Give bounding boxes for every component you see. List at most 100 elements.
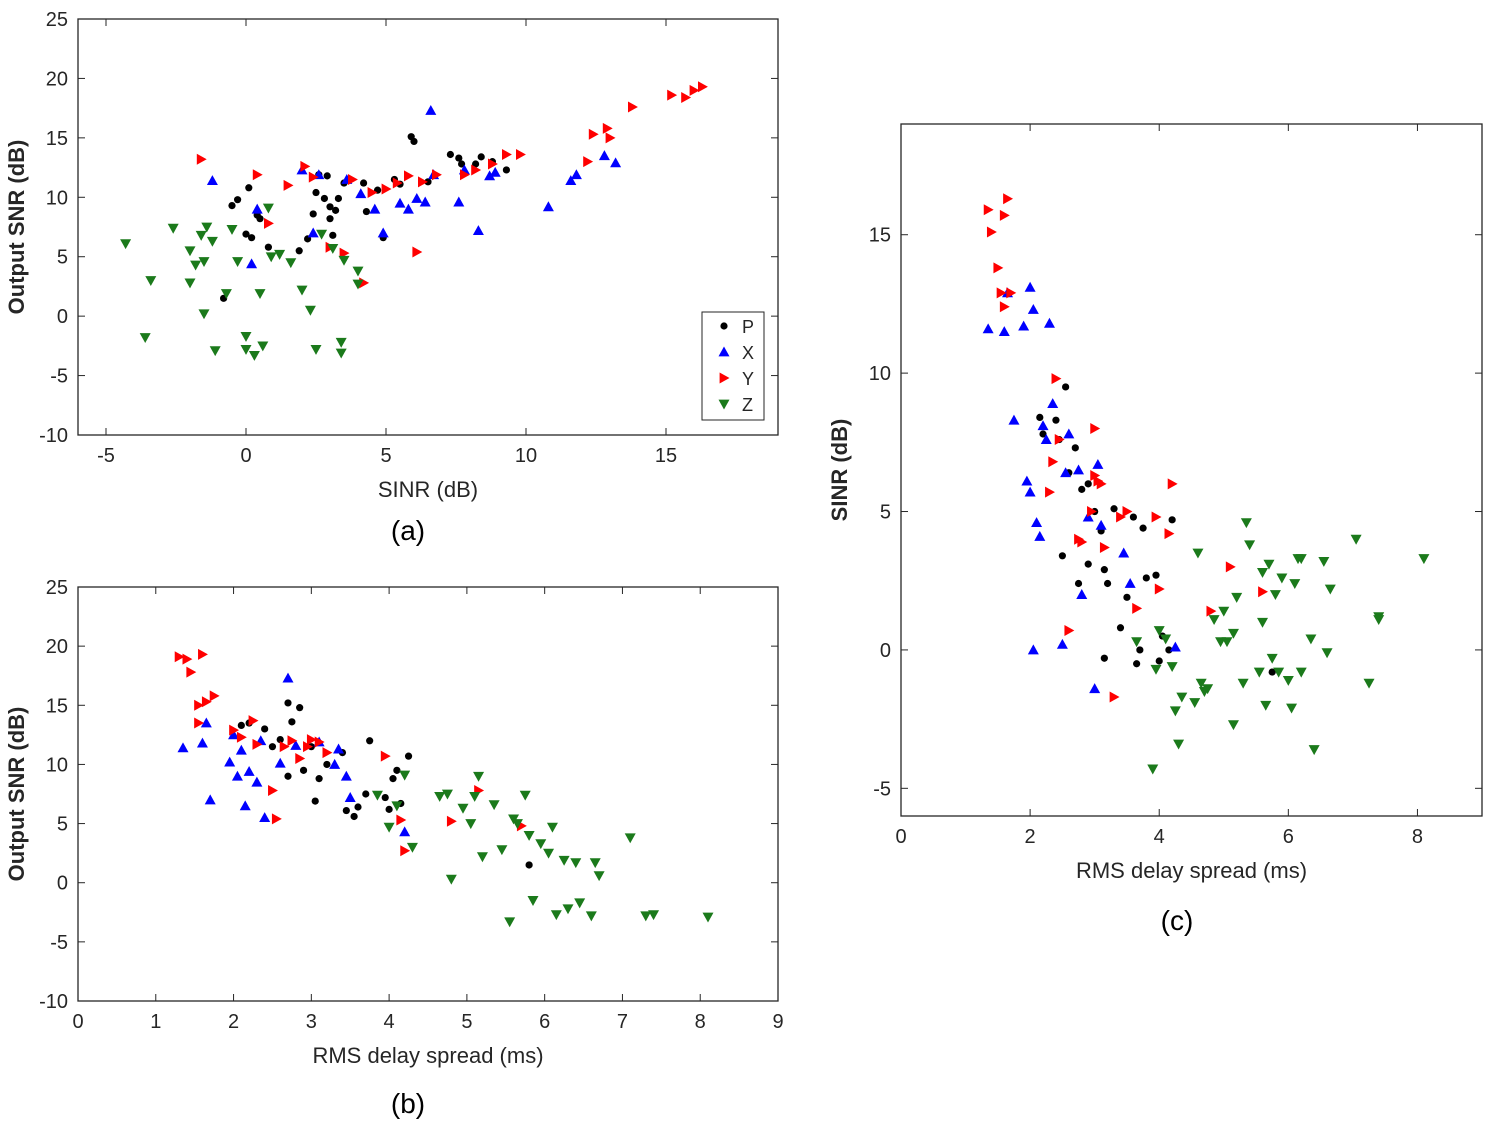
- data-point-x: [344, 792, 356, 802]
- data-point-x: [235, 744, 247, 755]
- data-point-p: [1268, 668, 1276, 676]
- data-point-p: [1103, 579, 1112, 588]
- data-point-z: [184, 246, 196, 257]
- data-point-y: [308, 171, 319, 183]
- data-point-y: [1096, 478, 1107, 490]
- data-point-y: [381, 183, 392, 195]
- data-point-y: [698, 81, 708, 93]
- x-tick-label: -5: [97, 445, 115, 467]
- data-point-y: [460, 169, 470, 181]
- data-point-p: [502, 166, 510, 174]
- legend-marker-x: [718, 346, 730, 357]
- data-point-z: [1202, 684, 1214, 695]
- data-point-x: [1169, 641, 1181, 652]
- data-point-p: [268, 743, 277, 751]
- data-point-z: [504, 917, 516, 928]
- legend-label-y: Y: [742, 369, 754, 389]
- x-tick-label: 7: [617, 1011, 628, 1033]
- y-tick-label: 10: [869, 363, 891, 385]
- data-point-z: [434, 791, 446, 802]
- data-point-y: [681, 91, 692, 103]
- y-tick-label: 20: [46, 68, 68, 90]
- data-point-y: [229, 724, 240, 736]
- data-point-y: [446, 815, 457, 827]
- data-point-z: [226, 224, 238, 235]
- data-point-z: [120, 239, 132, 250]
- data-point-z: [257, 341, 269, 352]
- data-point-y: [1077, 536, 1088, 548]
- data-point-p: [404, 752, 413, 760]
- data-point-x: [1089, 683, 1101, 694]
- data-point-z: [327, 243, 339, 254]
- data-point-p: [326, 215, 334, 223]
- data-point-x: [282, 672, 294, 683]
- data-point-y: [628, 101, 638, 113]
- data-point-p: [276, 735, 284, 744]
- x-tick-label: 0: [240, 445, 251, 467]
- data-point-z: [1195, 678, 1207, 689]
- data-point-z: [1266, 653, 1278, 664]
- data-point-z: [195, 230, 207, 241]
- data-point-x: [402, 203, 414, 214]
- x-tick-label: 4: [384, 1011, 395, 1033]
- data-point-x: [377, 227, 389, 238]
- data-point-y: [605, 132, 616, 144]
- y-axis-label: SINR (dB): [827, 419, 852, 522]
- data-point-x: [1076, 589, 1088, 599]
- data-point-x: [1095, 519, 1107, 530]
- data-point-z: [550, 910, 562, 921]
- y-axis-label: Output SNR (dB): [4, 707, 29, 882]
- data-point-p: [424, 178, 432, 186]
- data-point-z: [1324, 584, 1336, 595]
- data-point-x: [1024, 486, 1036, 497]
- data-point-x: [333, 743, 345, 754]
- data-point-x: [472, 225, 484, 235]
- data-point-y: [583, 156, 594, 168]
- data-point-x: [542, 201, 554, 212]
- data-point-y: [295, 753, 306, 765]
- data-point-x: [224, 756, 236, 767]
- data-point-z: [1218, 606, 1230, 617]
- data-point-x: [1060, 467, 1072, 478]
- x-tick-label: 5: [461, 1011, 472, 1033]
- data-point-z: [1295, 667, 1307, 678]
- data-point-x: [394, 197, 406, 208]
- data-point-p: [362, 790, 370, 798]
- data-point-z: [585, 911, 597, 922]
- data-point-z: [262, 203, 274, 214]
- data-point-y: [1151, 511, 1162, 523]
- y-tick-label: -10: [39, 425, 68, 447]
- data-point-z: [1160, 634, 1172, 645]
- data-point-p: [1071, 444, 1079, 452]
- data-point-y: [993, 262, 1004, 274]
- data-point-z: [1192, 548, 1204, 559]
- data-point-z: [1150, 664, 1162, 675]
- data-point-z: [1166, 662, 1178, 673]
- data-point-z: [206, 236, 218, 247]
- y-tick-label: 10: [46, 187, 68, 209]
- x-tick-label: 6: [539, 1011, 550, 1033]
- data-point-x: [399, 826, 411, 837]
- panel-caption: (a): [391, 515, 425, 546]
- y-tick-label: -5: [50, 366, 68, 388]
- data-point-y: [306, 734, 317, 746]
- data-point-z: [476, 852, 488, 863]
- data-point-y: [1258, 586, 1269, 598]
- data-point-x: [307, 227, 319, 238]
- data-point-z: [496, 845, 508, 856]
- data-point-y: [418, 176, 428, 188]
- data-point-y: [198, 648, 208, 660]
- data-point-p: [299, 766, 308, 774]
- x-axis-label: SINR (dB): [378, 477, 478, 502]
- data-point-z: [190, 260, 202, 271]
- y-tick-label: -10: [39, 991, 68, 1013]
- data-point-y: [667, 89, 678, 101]
- data-point-z: [527, 896, 539, 906]
- data-point-z: [1418, 554, 1430, 565]
- data-point-z: [1273, 667, 1285, 678]
- y-tick-label: 0: [880, 640, 891, 662]
- data-point-z: [383, 822, 395, 833]
- data-point-p: [393, 766, 401, 774]
- data-point-z: [1276, 573, 1288, 584]
- data-point-p: [342, 806, 350, 815]
